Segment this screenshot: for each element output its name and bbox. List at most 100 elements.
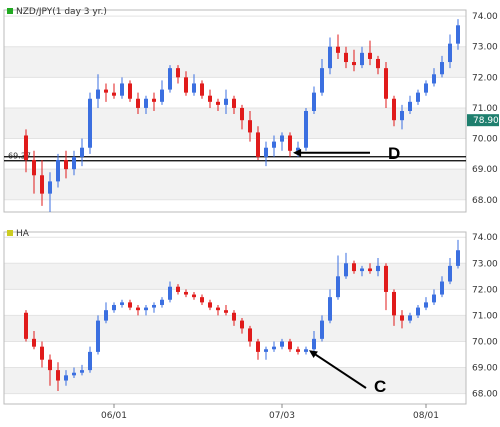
candle-body (208, 95, 212, 102)
candle-body (440, 62, 444, 75)
candle-body (160, 299, 164, 305)
candle-body (368, 52, 372, 59)
candle-body (264, 147, 268, 157)
candle-body (128, 83, 132, 99)
grid-band (4, 263, 466, 290)
candle-body (320, 320, 324, 339)
candle-body (280, 135, 284, 142)
candle-body (48, 359, 52, 371)
candle-body (328, 46, 332, 69)
candle-body (360, 268, 364, 272)
candle-body (32, 159, 36, 176)
candle-body (136, 307, 140, 311)
x-axis: 06/01 07/03 08/01 (101, 404, 439, 421)
candle-body (168, 68, 172, 90)
candle-body (224, 310, 228, 313)
candle-body (152, 98, 156, 102)
candle-body (392, 291, 396, 316)
candle-body (320, 68, 324, 93)
y-tick-label: 71.00 (472, 311, 498, 321)
candle-body (240, 320, 244, 329)
candle-body (304, 111, 308, 148)
candle-body (144, 98, 148, 108)
candle-body (184, 77, 188, 93)
candle-body (216, 101, 220, 105)
candle-body (208, 302, 212, 308)
candle-body (288, 135, 292, 151)
candle-body (376, 265, 380, 272)
candle-body (296, 349, 300, 352)
candle-body (40, 346, 44, 360)
grid-band (4, 169, 466, 200)
candle-body (424, 83, 428, 93)
grid-band (4, 367, 466, 394)
candle-body (408, 315, 412, 321)
candle-body (152, 304, 156, 308)
y-tick-label: 69.00 (472, 165, 498, 175)
candle-body (304, 349, 308, 352)
x-tick-label: 06/01 (101, 411, 127, 421)
x-tick-label: 07/03 (269, 411, 295, 421)
candle-body (416, 307, 420, 316)
candle-body (336, 276, 340, 298)
panel-frame (3, 231, 467, 405)
candle-body (424, 302, 428, 308)
candle-body (448, 265, 452, 282)
candle-body (56, 159, 60, 182)
panel-title: HA (16, 229, 30, 239)
candle-body (64, 375, 68, 381)
candle-body (248, 120, 252, 133)
candle-body (120, 302, 124, 305)
y-tick-label: 74.00 (472, 12, 498, 22)
candle-body (72, 372, 76, 376)
x-tick-label: 08/01 (413, 411, 439, 421)
candle-body (120, 83, 124, 96)
candle-body (160, 89, 164, 102)
candle-body (232, 98, 236, 108)
candle-body (80, 370, 84, 373)
legend-swatch (7, 230, 13, 236)
candle-body (456, 250, 460, 266)
candle-body (136, 98, 140, 108)
candle-body (176, 68, 180, 78)
heikin-ashi-panel: 68.00 69.00 70.00 71.00 72.00 73.00 74.00 HA C (3, 229, 498, 405)
candle-body (288, 341, 292, 350)
candle-body (128, 302, 132, 308)
y-tick-label: 72.00 (472, 285, 498, 295)
y-tick-label: 68.00 (472, 196, 498, 206)
candle-body (24, 135, 28, 160)
candle-body (240, 107, 244, 121)
candle-body (216, 307, 220, 311)
candle-body (408, 101, 412, 111)
candle-body (64, 159, 68, 170)
candle-body (32, 338, 36, 347)
candle-body (416, 92, 420, 102)
candle-body (224, 98, 228, 105)
candle-body (368, 268, 372, 272)
annotation-arrow (313, 352, 367, 389)
grid-band (4, 107, 466, 139)
grid-band (4, 46, 466, 78)
candle-body (104, 89, 108, 93)
candle-body (184, 291, 188, 295)
candle-body (456, 25, 460, 44)
candle-body (104, 310, 108, 321)
candle-body (392, 98, 396, 121)
y-tick-label: 69.00 (472, 364, 498, 374)
y-tick-label: 74.00 (472, 233, 498, 243)
candle-body (112, 304, 116, 311)
candle-body (256, 341, 260, 352)
candle-body (296, 147, 300, 151)
y-tick-label: 71.00 (472, 104, 498, 114)
candle-body (344, 52, 348, 63)
candle-body (384, 265, 388, 292)
candle-body (432, 294, 436, 303)
candle-body (168, 286, 172, 300)
candle-body (176, 286, 180, 292)
candle-body (200, 83, 204, 96)
candle-body (448, 43, 452, 63)
candle-body (352, 263, 356, 272)
candle-body (96, 320, 100, 352)
annotation-arrowhead (293, 148, 302, 157)
